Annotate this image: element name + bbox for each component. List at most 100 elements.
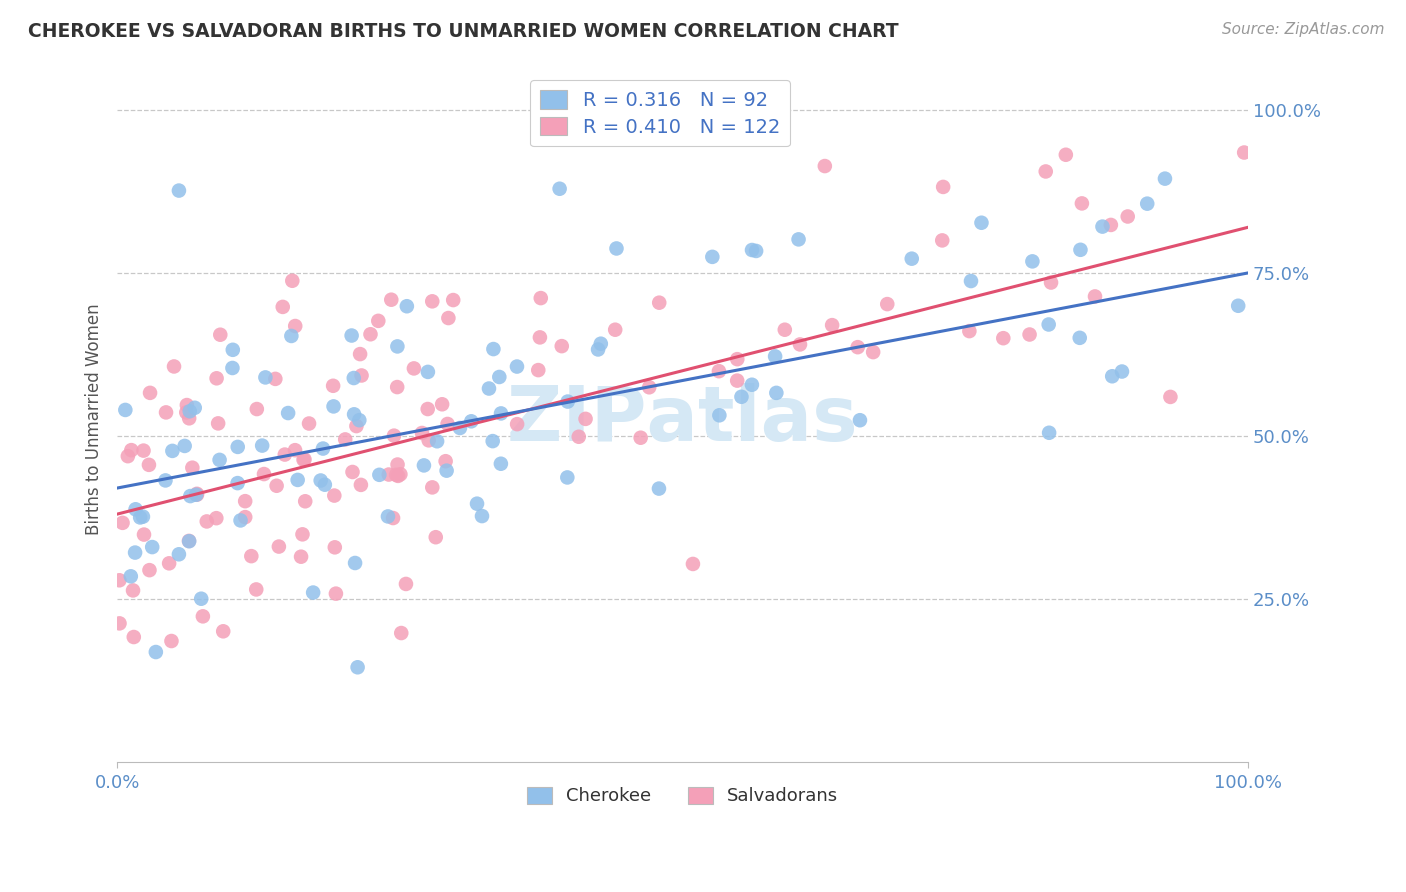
Point — [402, 361, 425, 376]
Point — [1099, 218, 1122, 232]
Point — [124, 545, 146, 559]
Point — [436, 417, 458, 431]
Point — [177, 533, 200, 548]
Point — [266, 479, 288, 493]
Point — [141, 540, 163, 554]
Point — [377, 509, 399, 524]
Point — [551, 339, 574, 353]
Point — [682, 557, 704, 571]
Point — [416, 402, 439, 417]
Point — [155, 474, 177, 488]
Point — [253, 467, 276, 481]
Point — [271, 300, 294, 314]
Point — [205, 371, 228, 385]
Point — [548, 182, 571, 196]
Point — [226, 476, 249, 491]
Text: ZIP​atlas: ZIP​atlas — [508, 383, 858, 457]
Point — [387, 458, 409, 472]
Point — [205, 511, 228, 525]
Point — [506, 417, 529, 432]
Point — [434, 454, 457, 468]
Point — [725, 374, 748, 388]
Point — [186, 488, 208, 502]
Point — [360, 327, 382, 342]
Point — [931, 234, 953, 248]
Point — [763, 350, 786, 364]
Point — [960, 274, 983, 288]
Point — [1021, 254, 1043, 268]
Point — [294, 452, 316, 467]
Point — [250, 439, 273, 453]
Point — [1159, 390, 1181, 404]
Point — [1070, 196, 1092, 211]
Point — [290, 549, 312, 564]
Point — [222, 343, 245, 357]
Point — [702, 250, 724, 264]
Point — [344, 556, 367, 570]
Point — [730, 390, 752, 404]
Point — [725, 352, 748, 367]
Point — [139, 385, 162, 400]
Point — [246, 402, 269, 417]
Point — [765, 385, 787, 400]
Point — [298, 417, 321, 431]
Point — [557, 470, 579, 484]
Point — [993, 331, 1015, 345]
Point — [530, 291, 553, 305]
Point — [574, 412, 596, 426]
Point — [145, 645, 167, 659]
Point — [179, 411, 201, 425]
Legend: Cherokee, Salvadorans: Cherokee, Salvadorans — [517, 778, 848, 814]
Point — [212, 624, 235, 639]
Point — [482, 342, 505, 356]
Point — [1227, 299, 1250, 313]
Point — [245, 582, 267, 597]
Point — [129, 510, 152, 524]
Point — [284, 319, 307, 334]
Point — [117, 449, 139, 463]
Point — [387, 468, 409, 483]
Point — [132, 527, 155, 541]
Point — [430, 397, 453, 411]
Point — [344, 419, 367, 434]
Point — [138, 563, 160, 577]
Point — [314, 477, 336, 491]
Point — [195, 515, 218, 529]
Point — [529, 330, 551, 344]
Point — [1101, 369, 1123, 384]
Point — [174, 405, 197, 419]
Point — [367, 314, 389, 328]
Point — [240, 549, 263, 563]
Point — [292, 452, 315, 467]
Point — [1069, 331, 1091, 345]
Point — [380, 293, 402, 307]
Point — [120, 569, 142, 583]
Point — [233, 510, 256, 524]
Point — [460, 414, 482, 428]
Point — [382, 428, 405, 442]
Point — [229, 513, 252, 527]
Point — [1069, 243, 1091, 257]
Point — [226, 440, 249, 454]
Point — [900, 252, 922, 266]
Point — [426, 434, 449, 449]
Point — [179, 534, 201, 549]
Point — [340, 328, 363, 343]
Point — [846, 340, 869, 354]
Point — [389, 626, 412, 640]
Point — [465, 497, 488, 511]
Point — [789, 337, 811, 351]
Y-axis label: Births to Unmarried Women: Births to Unmarried Women — [86, 304, 103, 535]
Point — [395, 299, 418, 313]
Point — [932, 180, 955, 194]
Point — [111, 516, 134, 530]
Point — [957, 324, 980, 338]
Point — [741, 377, 763, 392]
Point — [441, 293, 464, 307]
Point — [280, 329, 302, 343]
Point — [343, 371, 366, 385]
Point — [277, 406, 299, 420]
Point — [132, 443, 155, 458]
Point — [449, 421, 471, 435]
Point — [322, 400, 344, 414]
